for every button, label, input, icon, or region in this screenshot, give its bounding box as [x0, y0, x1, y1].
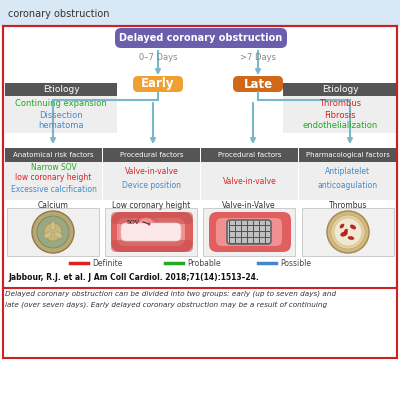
Text: hematoma: hematoma — [38, 122, 84, 130]
Bar — [201, 162, 298, 200]
Text: Late: Late — [244, 78, 272, 90]
Ellipse shape — [54, 232, 62, 238]
Ellipse shape — [341, 232, 347, 236]
Text: Etiology: Etiology — [322, 85, 358, 94]
Text: Early: Early — [141, 78, 175, 90]
Text: Procedural factors: Procedural factors — [218, 152, 281, 158]
FancyBboxPatch shape — [111, 212, 193, 252]
Text: Definite: Definite — [92, 258, 122, 268]
Text: endothelialization: endothelialization — [302, 122, 378, 130]
Bar — [103, 162, 200, 200]
FancyBboxPatch shape — [233, 76, 283, 92]
Circle shape — [44, 223, 62, 241]
FancyBboxPatch shape — [117, 218, 185, 246]
Text: Dissection: Dissection — [39, 110, 83, 120]
FancyBboxPatch shape — [115, 28, 287, 48]
Text: Thrombus: Thrombus — [319, 100, 361, 108]
Bar — [103, 148, 200, 162]
Ellipse shape — [344, 229, 348, 233]
Bar — [203, 208, 295, 256]
FancyBboxPatch shape — [227, 220, 271, 244]
Bar — [283, 96, 397, 133]
Text: Valve-in-Valve: Valve-in-Valve — [222, 202, 276, 210]
Bar — [5, 96, 117, 133]
Text: Delayed coronary obstruction can be divided into two groups: early (up to seven : Delayed coronary obstruction can be divi… — [5, 291, 336, 297]
FancyBboxPatch shape — [111, 212, 193, 224]
Bar — [302, 208, 394, 256]
Bar — [283, 83, 397, 96]
Text: Jabbour, R.J. et al. J Am Coll Cardiol. 2018;71(14):1513–24.: Jabbour, R.J. et al. J Am Coll Cardiol. … — [8, 272, 259, 282]
Ellipse shape — [135, 217, 157, 231]
Text: >7 Days: >7 Days — [240, 54, 276, 62]
Text: Procedural factors: Procedural factors — [120, 152, 183, 158]
Text: Antiplatelet: Antiplatelet — [325, 168, 370, 176]
Circle shape — [148, 222, 150, 226]
Text: 0–7 Days: 0–7 Days — [139, 54, 177, 62]
FancyBboxPatch shape — [209, 212, 291, 252]
Text: Anatomical risk factors: Anatomical risk factors — [13, 152, 94, 158]
Text: Pharmacological factors: Pharmacological factors — [306, 152, 390, 158]
Ellipse shape — [139, 218, 153, 226]
Text: late (over seven days). Early delayed coronary obstruction may be a result of co: late (over seven days). Early delayed co… — [5, 302, 327, 308]
Text: Narrow SOV: Narrow SOV — [31, 162, 76, 172]
Bar — [299, 162, 396, 200]
Ellipse shape — [350, 225, 356, 229]
FancyBboxPatch shape — [216, 218, 282, 246]
Text: low coronary height: low coronary height — [15, 174, 92, 182]
FancyBboxPatch shape — [111, 240, 193, 252]
Bar — [201, 148, 298, 162]
Circle shape — [37, 216, 69, 248]
Bar — [105, 208, 197, 256]
Bar — [7, 208, 99, 256]
Circle shape — [32, 211, 74, 253]
Text: Thrombus: Thrombus — [329, 202, 367, 210]
Text: anticoagulation: anticoagulation — [318, 182, 378, 190]
Text: Etiology: Etiology — [43, 85, 79, 94]
Text: Fibrosis: Fibrosis — [324, 110, 356, 120]
Text: Calcium: Calcium — [38, 202, 68, 210]
Text: Valve-in-valve: Valve-in-valve — [223, 176, 276, 186]
Bar — [5, 162, 102, 200]
Ellipse shape — [44, 232, 52, 238]
Text: Low coronary height: Low coronary height — [112, 202, 190, 210]
FancyBboxPatch shape — [121, 223, 181, 241]
Text: SOV: SOV — [126, 220, 140, 224]
Text: Delayed coronary obstruction: Delayed coronary obstruction — [119, 33, 283, 43]
FancyBboxPatch shape — [133, 76, 183, 92]
Bar — [0, 0, 400, 26]
Text: Valve-in-valve: Valve-in-valve — [125, 168, 178, 176]
Ellipse shape — [50, 222, 56, 230]
Ellipse shape — [340, 224, 344, 228]
Circle shape — [327, 211, 369, 253]
Text: Possible: Possible — [280, 258, 311, 268]
Bar — [3, 26, 397, 358]
Text: coronary obstruction: coronary obstruction — [8, 9, 110, 19]
Text: Probable: Probable — [187, 258, 221, 268]
Circle shape — [334, 218, 362, 246]
Bar — [299, 148, 396, 162]
Text: Device position: Device position — [122, 182, 181, 190]
Ellipse shape — [348, 236, 354, 240]
Bar — [3, 26, 397, 288]
Bar — [5, 83, 117, 96]
Text: Excessive calcification: Excessive calcification — [10, 184, 96, 194]
Circle shape — [331, 215, 365, 249]
Text: Continuing expansion: Continuing expansion — [15, 100, 107, 108]
Bar — [5, 148, 102, 162]
